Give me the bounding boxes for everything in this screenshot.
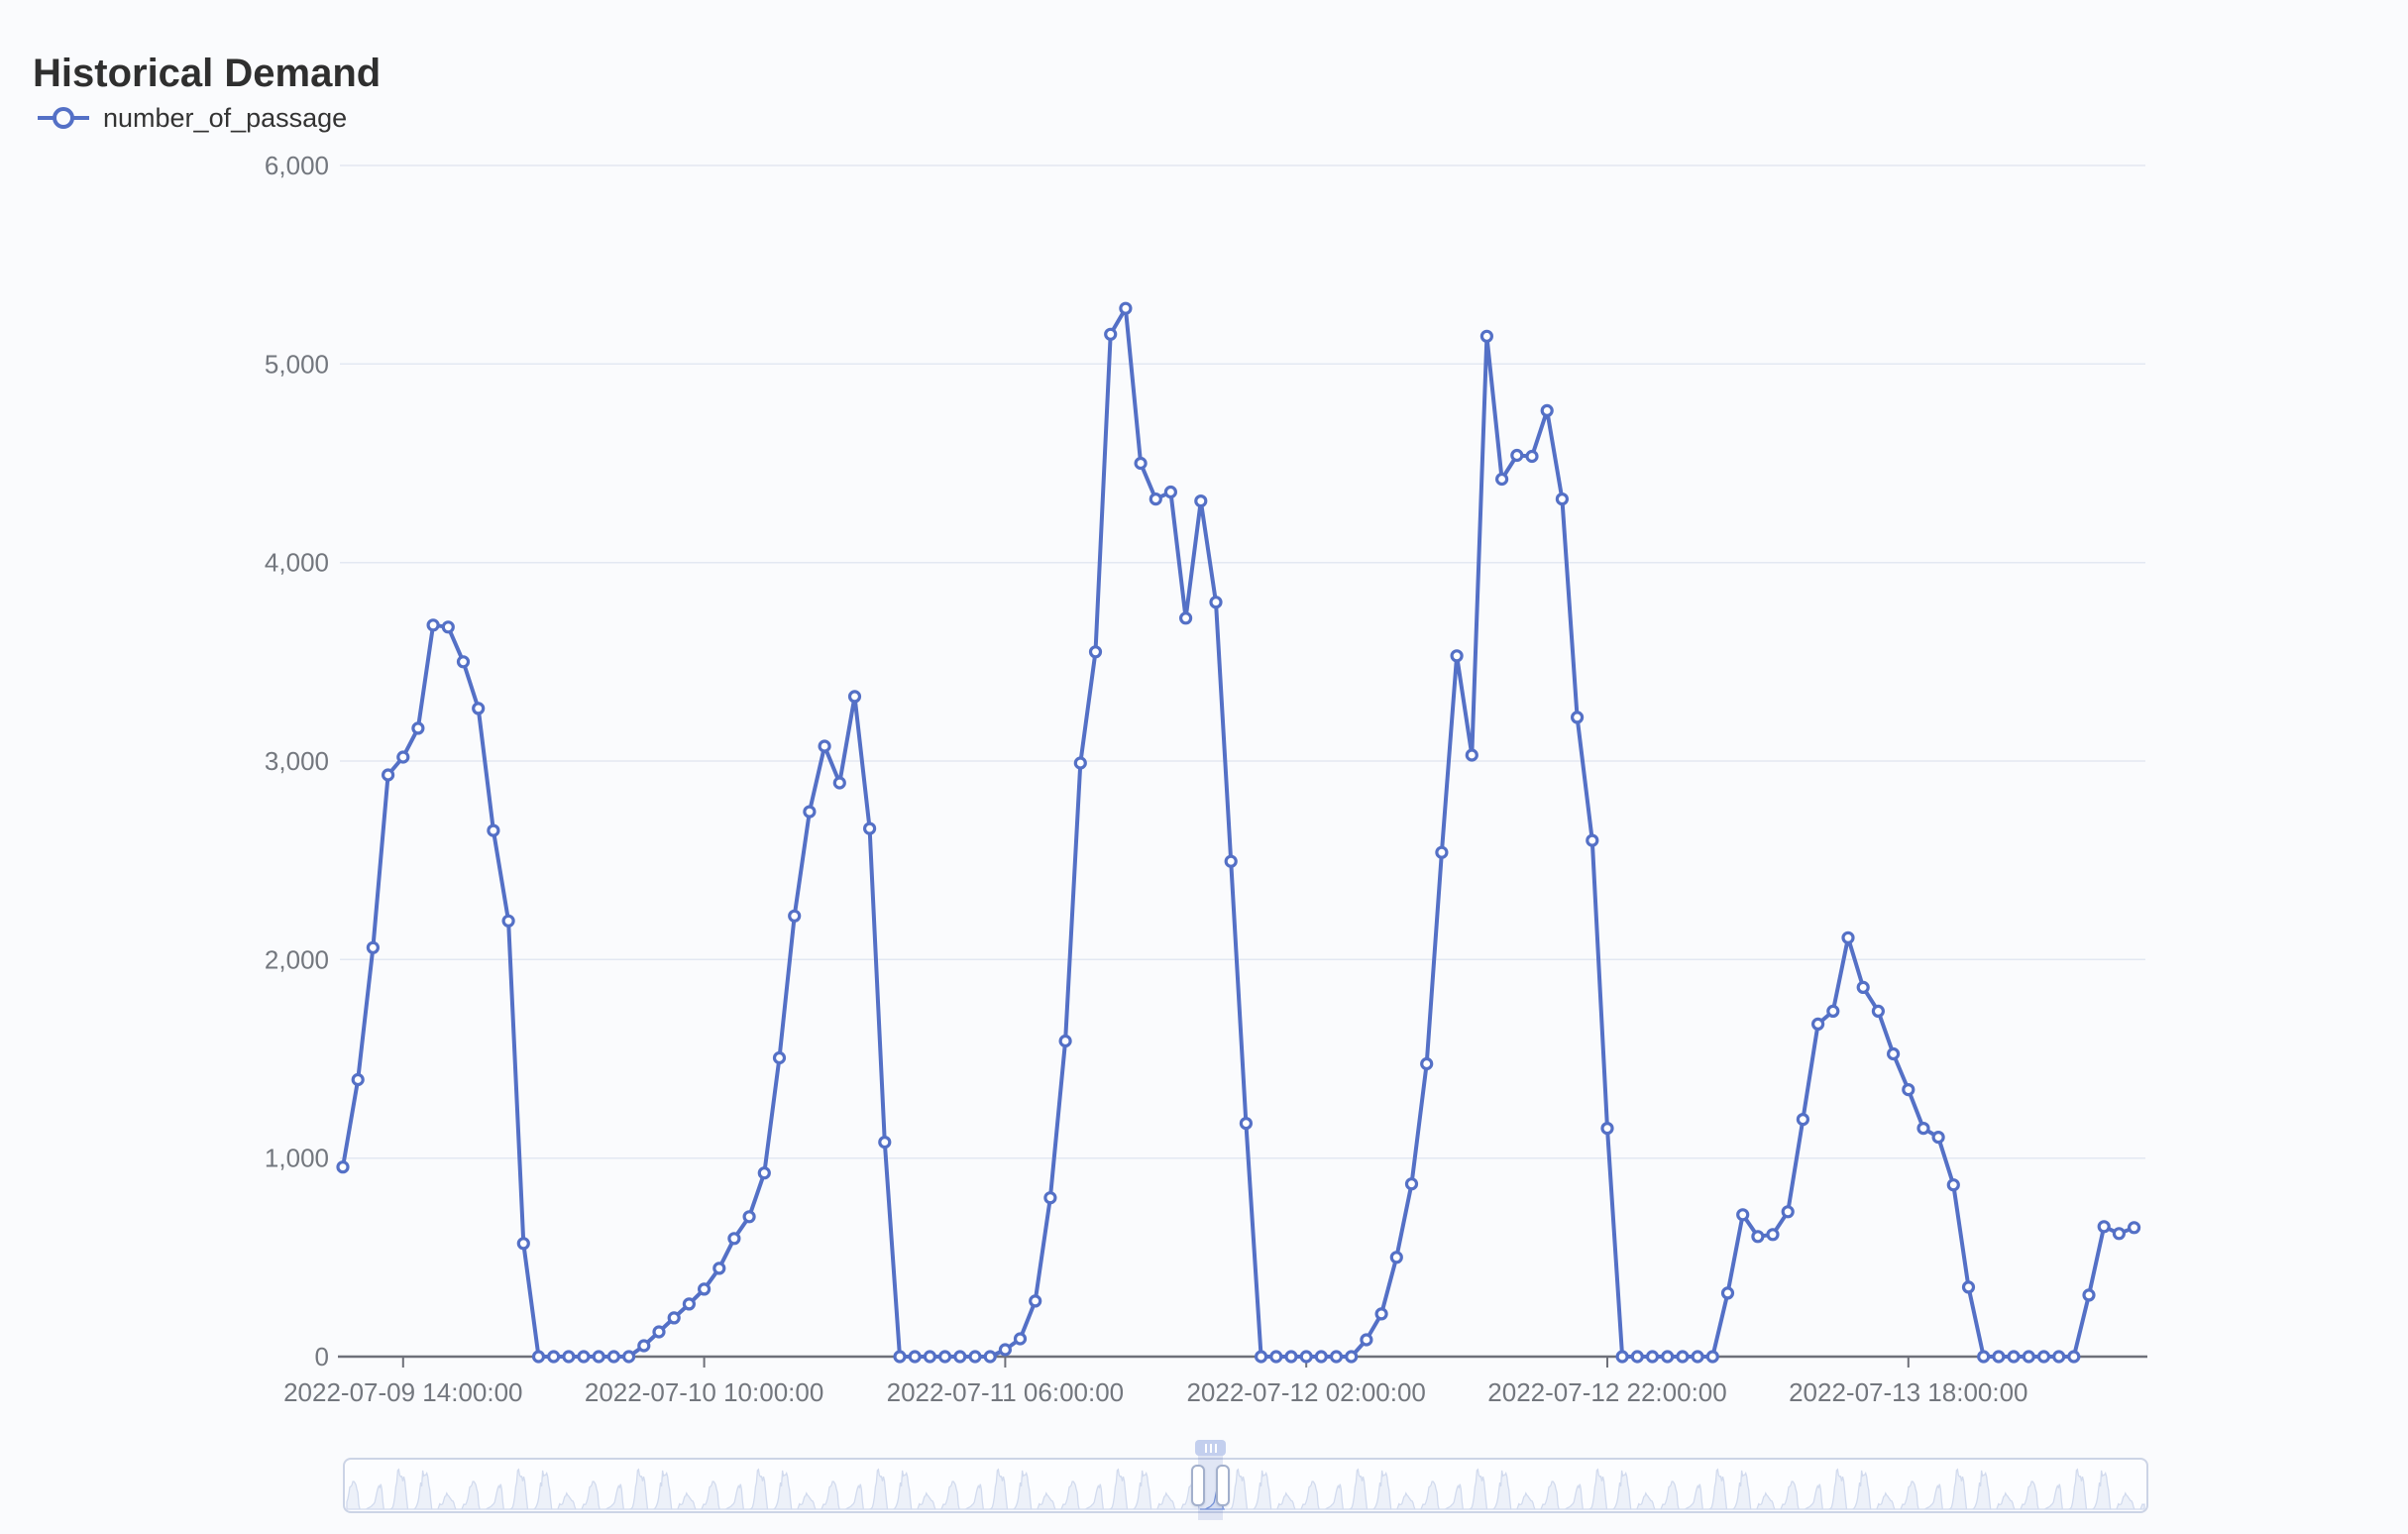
x-axis-label: 2022-07-12 22:00:00 (1487, 1377, 1726, 1407)
legend-item-number-of-passage[interactable]: number_of_passage (36, 103, 347, 133)
datazoom-right-handle[interactable] (1216, 1465, 1230, 1506)
datazoom-shadow (346, 1468, 2145, 1510)
datazoom-move-handle[interactable] (1195, 1440, 1226, 1456)
y-axis-label: 5,000 (265, 349, 329, 379)
x-axis-label: 2022-07-11 06:00:00 (887, 1377, 1125, 1407)
line-series-icon (38, 107, 89, 129)
x-axis-label: 2022-07-13 18:00:00 (1789, 1377, 2027, 1407)
legend-label: number_of_passage (103, 102, 348, 133)
y-axis-label: 1,000 (265, 1144, 329, 1173)
series-markers (336, 301, 2141, 1364)
y-axis-labels: 0 1,000 2,000 3,000 4,000 5,000 6,000 (265, 151, 329, 1371)
y-axis-label: 3,000 (265, 746, 329, 776)
datazoom-slider[interactable] (343, 1458, 2148, 1513)
y-axis-label: 2,000 (265, 944, 329, 974)
x-axis-label: 2022-07-10 10:00:00 (585, 1377, 823, 1407)
y-axis-label: 4,000 (265, 548, 329, 578)
x-axis-label: 2022-07-09 14:00:00 (283, 1377, 522, 1407)
y-axis-label: 0 (315, 1342, 329, 1371)
datazoom-left-handle[interactable] (1191, 1465, 1205, 1506)
y-axis-label: 6,000 (265, 151, 329, 180)
series-line (341, 306, 2136, 1359)
chart-title: Historical Demand (33, 52, 382, 95)
x-axis: 2022-07-09 14:00:00 2022-07-10 10:00:00 20… (283, 1355, 2147, 1407)
x-axis-label: 2022-07-12 02:00:00 (1186, 1377, 1425, 1407)
